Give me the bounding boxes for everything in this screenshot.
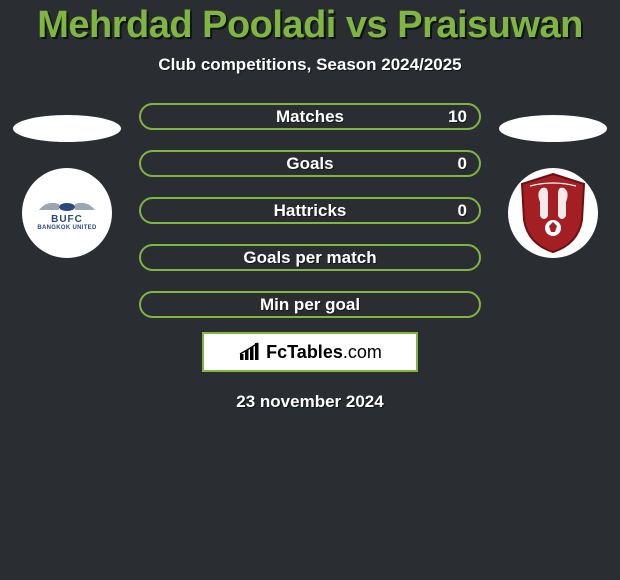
- stat-label: Hattricks: [274, 201, 347, 221]
- date-line: 23 november 2024: [236, 392, 383, 412]
- stat-bar-hattricks: Hattricks 0: [139, 197, 481, 224]
- player-oval-right: [499, 115, 607, 142]
- stat-value-right: 10: [448, 107, 467, 127]
- bufc-label-top: BUFC: [51, 214, 83, 225]
- stat-bar-matches: Matches 10: [139, 103, 481, 130]
- stat-bar-goals-per-match: Goals per match: [139, 244, 481, 271]
- left-column: BUFC BANGKOK UNITED: [13, 103, 121, 258]
- stat-label: Goals per match: [243, 248, 376, 268]
- bar-chart-icon: [238, 342, 262, 362]
- page-title: Mehrdad Pooladi vs Praisuwan: [37, 4, 583, 47]
- subtitle: Club competitions, Season 2024/2025: [158, 55, 461, 75]
- stat-value-right: 0: [458, 154, 467, 174]
- comparison-card: Mehrdad Pooladi vs Praisuwan Club compet…: [0, 0, 620, 412]
- player-oval-left: [13, 115, 121, 142]
- brand-name: FcTables: [266, 342, 343, 362]
- stat-label: Matches: [276, 107, 344, 127]
- wings-icon: [37, 196, 97, 214]
- stat-bars: Matches 10 Goals 0 Hattricks 0 Goals per…: [139, 103, 481, 318]
- fctables-text: FcTables.com: [266, 342, 382, 363]
- stat-label: Goals: [286, 154, 333, 174]
- stat-bar-min-per-goal: Min per goal: [139, 291, 481, 318]
- stat-label: Min per goal: [260, 295, 360, 315]
- bufc-crest: BUFC BANGKOK UNITED: [37, 196, 97, 231]
- right-column: [499, 103, 607, 258]
- fctables-logo: FcTables.com: [202, 332, 418, 372]
- bufc-label-bottom: BANGKOK UNITED: [37, 225, 96, 231]
- stat-value-right: 0: [458, 201, 467, 221]
- club-badge-left: BUFC BANGKOK UNITED: [22, 168, 112, 258]
- club-badge-right: [508, 168, 598, 258]
- stat-bar-goals: Goals 0: [139, 150, 481, 177]
- brand-suffix: .com: [343, 342, 382, 362]
- mufc-crest: [515, 170, 591, 256]
- main-area: BUFC BANGKOK UNITED Matches 10 Goals 0 H…: [0, 103, 620, 318]
